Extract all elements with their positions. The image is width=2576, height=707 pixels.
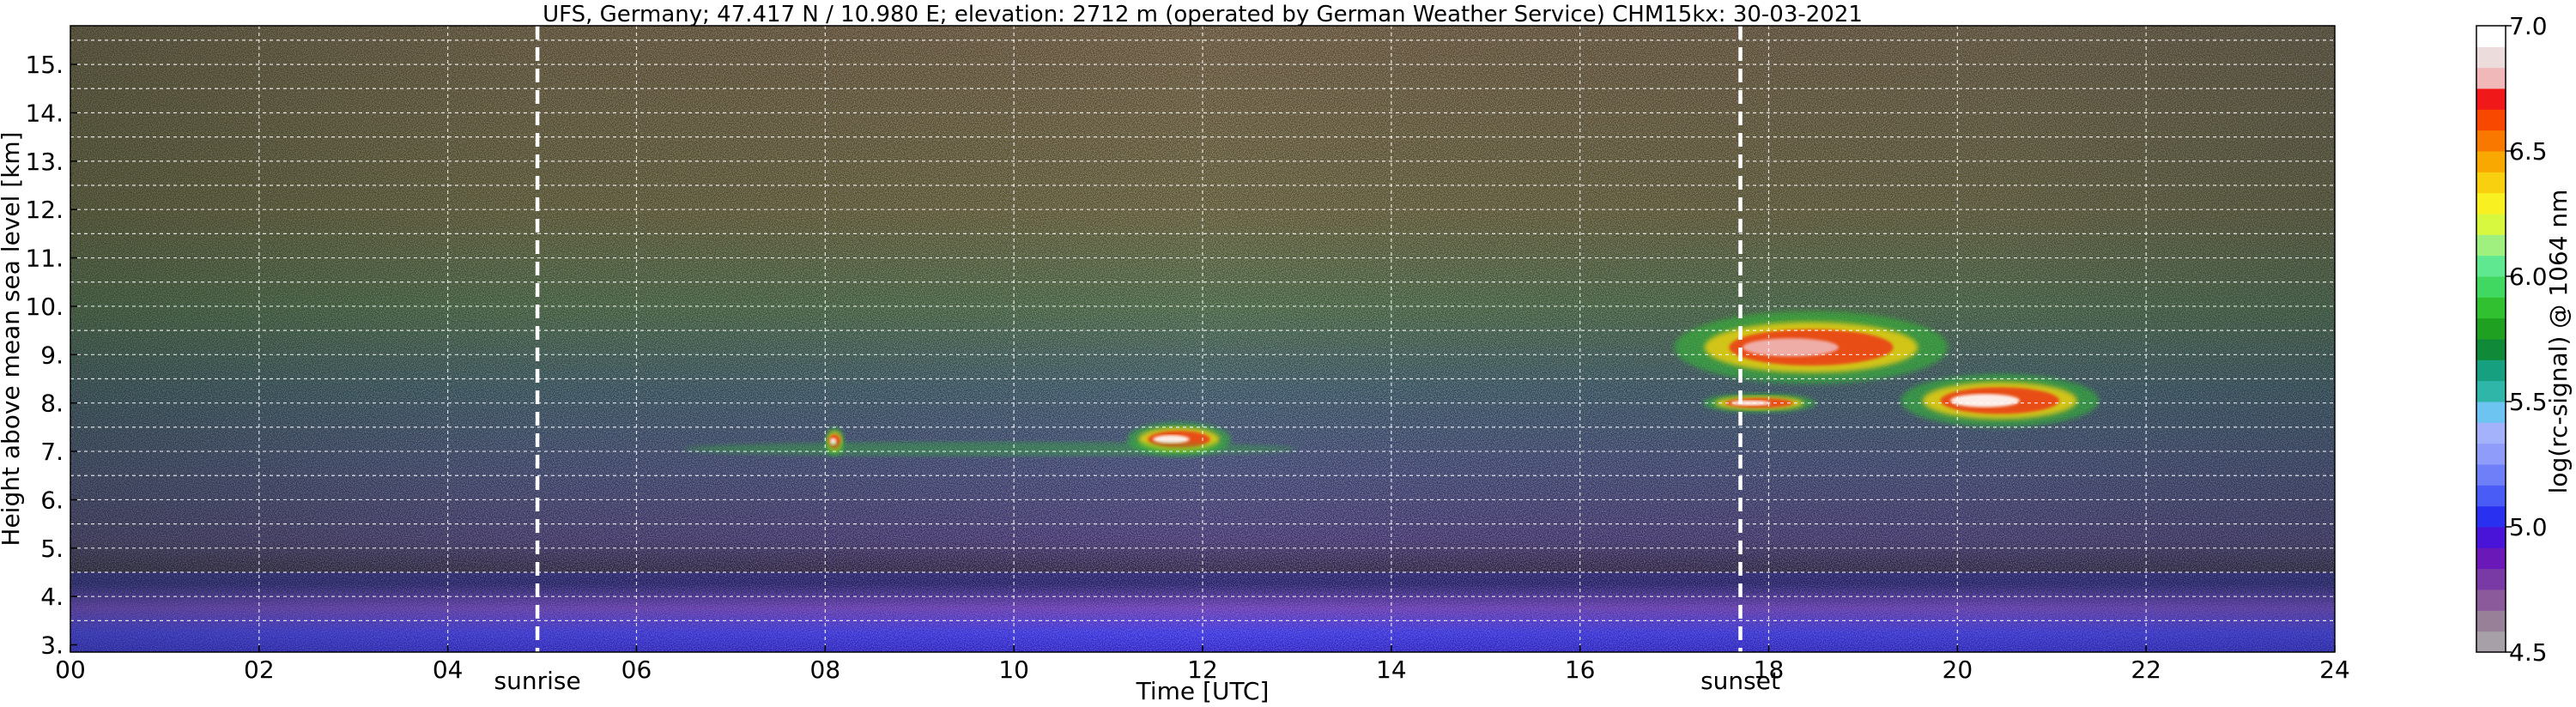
x-tick-label: 20 [1943, 656, 1973, 684]
colorbar-segment [2476, 130, 2506, 152]
colorbar: 4.5 5.0 5.5 6.0 6.5 7.0 [2476, 12, 2548, 667]
y-axis-label: Height above mean sea level [km] [0, 131, 25, 546]
colorbar-segment [2476, 443, 2506, 465]
x-tick-label: 22 [2131, 656, 2161, 684]
y-tick-label: 15. [25, 51, 64, 79]
x-tick-label: 24 [2319, 656, 2350, 684]
colorbar-tick-label: 5.5 [2509, 388, 2548, 416]
x-tick-label: 00 [55, 656, 86, 684]
x-axis-label: Time [UTC] [1136, 677, 1270, 705]
sunset-label: sunset [1700, 667, 1780, 695]
colorbar-segment [2476, 26, 2506, 47]
y-tick-label: 6. [40, 486, 64, 514]
y-tick-label: 8. [40, 390, 64, 418]
x-tick-label: 02 [244, 656, 275, 684]
y-axis: 3. 4. 5. 6. 7. 8. 9. 10. 11. 12. 13. 14. 15. [25, 51, 77, 660]
x-tick-label: 18 [1754, 656, 1785, 684]
colorbar-segment [2476, 505, 2506, 528]
x-tick-label: 16 [1565, 656, 1596, 684]
y-tick-label: 5. [40, 535, 64, 563]
colorbar-segment [2476, 172, 2506, 194]
y-tick-label: 12. [25, 196, 64, 224]
colorbar-segment [2476, 464, 2506, 486]
x-tick-label: 12 [1187, 656, 1218, 684]
colorbar-segment [2476, 568, 2506, 590]
colorbar-segment [2476, 234, 2506, 257]
colorbar-tick-label: 7.0 [2509, 12, 2548, 40]
colorbar-segment [2476, 547, 2506, 570]
y-tick-label: 13. [25, 148, 64, 176]
colorbar-segment [2476, 255, 2506, 277]
colorbar-label: log(rc-signal) @ 1064 nm [2544, 190, 2573, 494]
grid-lines [70, 26, 2335, 652]
colorbar-segment [2476, 88, 2506, 110]
title: UFS, Germany; 47.417 N / 10.980 E; eleva… [542, 2, 1863, 27]
y-tick-label: 9. [40, 341, 64, 369]
cloud-feature-3 [1900, 373, 2100, 427]
x-tick-label: 04 [433, 656, 464, 684]
colorbar-segment [2476, 214, 2506, 235]
cloud-feature-1 [1674, 311, 1949, 384]
plot-area [70, 26, 2335, 652]
y-tick-label: 14. [25, 99, 64, 127]
colorbar-segment [2476, 527, 2506, 548]
colorbar-segment [2476, 360, 2506, 382]
colorbar-tick-label: 5.0 [2509, 513, 2548, 541]
y-tick-label: 3. [40, 631, 64, 660]
aerosol-layer [683, 441, 1297, 456]
colorbar-segment [2476, 317, 2506, 340]
sun-event-lines [535, 26, 1743, 652]
colorbar-segment [2476, 380, 2506, 402]
night-shading [70, 26, 2335, 652]
colorbar-segment [2476, 192, 2506, 215]
y-tick-label: 11. [25, 245, 64, 273]
x-tick-label: 08 [810, 656, 841, 684]
colorbar-segment [2476, 485, 2506, 507]
x-tick-label: 10 [998, 656, 1029, 684]
x-tick-label: 14 [1376, 656, 1407, 684]
y-tick-label: 4. [40, 583, 64, 611]
y-tick-label: 7. [40, 438, 64, 466]
chart-title: UFS, Germany; 47.417 N / 10.980 E; eleva… [542, 2, 1863, 27]
x-axis: 00 02 04 06 08 10 12 14 16 18 20 22 24 [55, 645, 2350, 684]
colorbar-segment [2476, 109, 2506, 131]
colorbar-frame [2476, 25, 2506, 653]
colorbar-tick-label: 6.0 [2509, 263, 2548, 291]
colorbar-segment [2476, 610, 2506, 632]
colorbar-segment [2476, 276, 2506, 298]
colorbar-segment [2476, 339, 2506, 360]
colorbar-segment [2476, 589, 2506, 611]
x-tick-label: 06 [621, 656, 652, 684]
colorbar-segment [2476, 422, 2506, 444]
y-tick-label: 10. [25, 293, 64, 321]
sunrise-label: sunrise [494, 667, 580, 695]
colorbar-segment [2476, 631, 2506, 653]
colorbar-segment [2476, 46, 2506, 69]
colorbar-tick-label: 4.5 [2509, 638, 2548, 667]
colorbar-segment [2476, 402, 2506, 423]
colorbar-segment [2476, 151, 2506, 172]
sun-event-labels: sunrise sunset [494, 667, 1779, 695]
colorbar-tick-label: 6.5 [2509, 137, 2548, 166]
colorbar-segment [2476, 297, 2506, 319]
colorbar-segment [2476, 67, 2506, 89]
